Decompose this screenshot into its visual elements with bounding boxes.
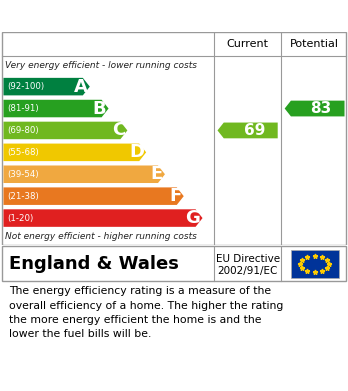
Polygon shape bbox=[3, 165, 165, 183]
Text: E: E bbox=[151, 165, 163, 183]
Text: 69: 69 bbox=[244, 123, 265, 138]
Polygon shape bbox=[3, 122, 127, 139]
Text: A: A bbox=[74, 78, 88, 96]
Text: Energy Efficiency Rating: Energy Efficiency Rating bbox=[9, 7, 238, 25]
Text: The energy efficiency rating is a measure of the
overall efficiency of a home. T: The energy efficiency rating is a measur… bbox=[9, 286, 283, 339]
Polygon shape bbox=[3, 209, 203, 227]
Text: (69-80): (69-80) bbox=[8, 126, 39, 135]
Text: C: C bbox=[112, 122, 125, 140]
Polygon shape bbox=[285, 100, 345, 117]
Polygon shape bbox=[3, 100, 109, 117]
Text: G: G bbox=[185, 209, 200, 227]
Text: (92-100): (92-100) bbox=[8, 82, 45, 91]
Polygon shape bbox=[3, 143, 146, 161]
Text: 83: 83 bbox=[310, 101, 332, 116]
Text: F: F bbox=[169, 187, 182, 205]
Text: 2002/91/EC: 2002/91/EC bbox=[218, 266, 278, 276]
Text: (21-38): (21-38) bbox=[8, 192, 39, 201]
Text: Very energy efficient - lower running costs: Very energy efficient - lower running co… bbox=[5, 61, 197, 70]
Text: (55-68): (55-68) bbox=[8, 148, 39, 157]
Text: (39-54): (39-54) bbox=[8, 170, 39, 179]
Text: (1-20): (1-20) bbox=[8, 213, 34, 222]
Text: D: D bbox=[129, 143, 144, 161]
Text: Current: Current bbox=[227, 39, 269, 49]
Text: B: B bbox=[93, 100, 106, 118]
Text: England & Wales: England & Wales bbox=[9, 255, 179, 273]
Polygon shape bbox=[218, 122, 278, 138]
Polygon shape bbox=[3, 78, 90, 95]
Text: Potential: Potential bbox=[290, 39, 339, 49]
Text: Not energy efficient - higher running costs: Not energy efficient - higher running co… bbox=[5, 232, 197, 241]
Text: (81-91): (81-91) bbox=[8, 104, 39, 113]
Polygon shape bbox=[3, 187, 184, 205]
Text: EU Directive: EU Directive bbox=[215, 255, 280, 264]
Bar bbox=[291, 250, 339, 278]
